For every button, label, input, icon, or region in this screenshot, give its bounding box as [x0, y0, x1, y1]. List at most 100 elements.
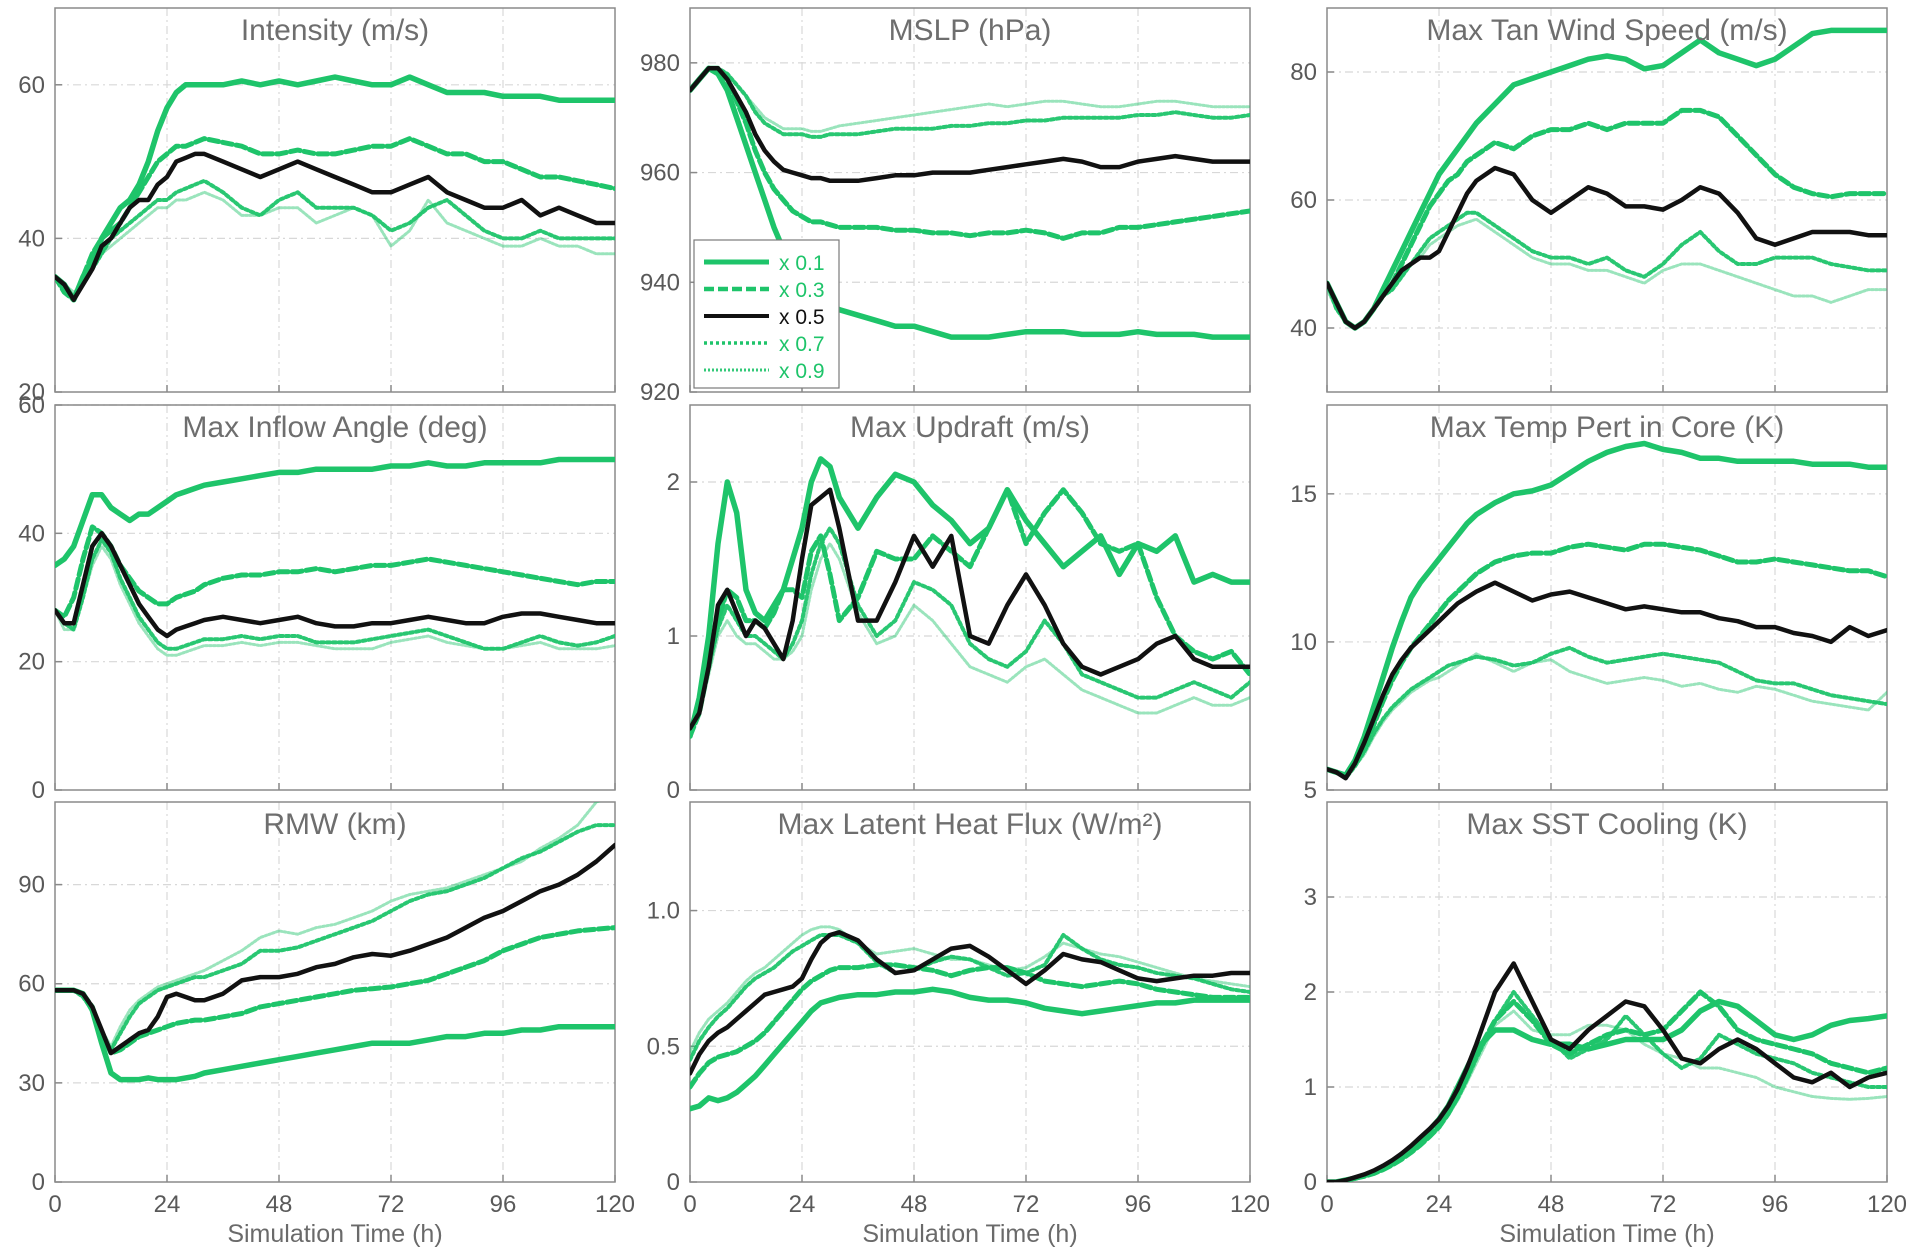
- x-tick-label: 96: [1762, 1191, 1789, 1218]
- series-line-x0-1: [55, 74, 615, 303]
- panel-title: Max Temp Pert in Core (K): [1430, 411, 1785, 444]
- legend-label: x 0.1: [779, 252, 825, 275]
- y-tick-label: 60: [18, 392, 45, 419]
- x-tick-label: 96: [1125, 1191, 1152, 1218]
- plot-frame: [689, 7, 1251, 393]
- series-line-x0-5: [690, 66, 1250, 184]
- series-lines: [690, 456, 1250, 739]
- grid: [690, 405, 1250, 790]
- y-tick-label: 1: [1304, 1074, 1317, 1101]
- y-tick-label: 2: [667, 469, 680, 496]
- y-tick-label: 960: [640, 160, 680, 187]
- series-line-x0-1: [55, 456, 615, 569]
- y-tick-label: 940: [640, 269, 680, 296]
- legend-label: x 0.5: [779, 306, 825, 329]
- series-line-x0-3: [1327, 541, 1887, 778]
- series-lines: [1327, 27, 1887, 331]
- series-line-x0-5: [55, 842, 615, 1056]
- series-line-x0-5: [1327, 165, 1887, 331]
- legend: x 0.1 x 0.3 x 0.5 x 0.7 x 0.9: [693, 239, 840, 389]
- series-line-x0-1: [1327, 27, 1887, 331]
- y-tick-label: 1.0: [647, 898, 680, 925]
- y-tick-label: 10: [1290, 629, 1317, 656]
- series-line-x0-7: [690, 66, 1250, 139]
- series-line-x0-7: [55, 823, 615, 1052]
- x-tick-label: 0: [1320, 1191, 1333, 1218]
- x-tick-label: 0: [683, 1191, 696, 1218]
- series-line-x0-9: [1327, 652, 1887, 780]
- series-line-x0-5: [1327, 580, 1887, 781]
- y-tick-label: 920: [640, 379, 680, 406]
- y-tick-label: 0: [1304, 1169, 1317, 1196]
- x-tick-label: 72: [1013, 1191, 1040, 1218]
- series-line-x0-9: [690, 925, 1250, 1054]
- series-lines: [690, 65, 1250, 340]
- x-tick-label: 24: [1426, 1191, 1453, 1218]
- y-tick-label: 60: [18, 72, 45, 99]
- panel-4: 0 20 40 60 Max Inflow Angle (deg): [18, 392, 616, 804]
- series-line-x0-7: [690, 526, 1250, 731]
- series-lines: [55, 802, 615, 1083]
- grid: [1327, 802, 1887, 1182]
- y-tick-label: 40: [18, 520, 45, 547]
- panel-title: Max Updraft (m/s): [850, 411, 1090, 444]
- series-lines: [1327, 440, 1887, 781]
- panel-8: 0 24 48 72 96 120 0 0.5 1.0 Max Latent Heat Flux …: [647, 801, 1270, 1248]
- panel-9: 0 24 48 72 96 120 0 1 2 3 Max SST Cooling (K) Simul…: [1304, 801, 1907, 1248]
- y-tick-label: 90: [18, 872, 45, 899]
- panel-title: Max Latent Heat Flux (W/m²): [777, 808, 1162, 841]
- series-line-x0-3: [690, 487, 1250, 739]
- series-line-x0-9: [690, 542, 1250, 738]
- y-tick-label: 15: [1290, 481, 1317, 508]
- series-lines: [1327, 961, 1887, 1182]
- series-line-x0-1: [55, 987, 615, 1083]
- x-tick-label: 72: [1650, 1191, 1677, 1218]
- y-tick-label: 2: [1304, 979, 1317, 1006]
- series-line-x0-7: [55, 537, 615, 651]
- series-line-x0-3: [690, 962, 1250, 1090]
- x-tick-label: 120: [595, 1191, 635, 1218]
- y-tick-label: 20: [18, 649, 45, 676]
- panel-1: 20 40 60 Intensity (m/s): [18, 7, 616, 406]
- y-tick-label: 3: [1304, 884, 1317, 911]
- x-tick-label: 48: [266, 1191, 293, 1218]
- y-tick-label: 0: [667, 777, 680, 804]
- x-tick-label: 24: [789, 1191, 816, 1218]
- x-tick-label: 0: [48, 1191, 61, 1218]
- plot-frame: [54, 7, 616, 393]
- x-tick-label: 96: [490, 1191, 517, 1218]
- legend-label: x 0.7: [779, 333, 825, 356]
- x-tick-label: 24: [154, 1191, 181, 1218]
- x-tick-label: 72: [378, 1191, 405, 1218]
- grid: [55, 802, 615, 1182]
- x-axis-label: Simulation Time (h): [862, 1220, 1077, 1248]
- series-line-x0-9: [690, 66, 1250, 133]
- panel-5: 0 1 2 Max Updraft (m/s): [667, 404, 1251, 804]
- legend-label: x 0.9: [779, 360, 825, 383]
- x-axis-label: Simulation Time (h): [1499, 1220, 1714, 1248]
- series-line-x0-1: [690, 456, 1250, 739]
- legend-label: x 0.3: [779, 279, 825, 302]
- y-tick-label: 5: [1304, 777, 1317, 804]
- series-line-x0-5: [1327, 961, 1887, 1182]
- y-tick-label: 60: [1290, 187, 1317, 214]
- series-lines: [55, 456, 615, 657]
- y-tick-label: 0: [667, 1169, 680, 1196]
- x-axis-label: Simulation Time (h): [227, 1220, 442, 1248]
- series-line-x0-7: [1327, 645, 1887, 781]
- panel-title: MSLP (hPa): [889, 14, 1052, 47]
- y-tick-label: 40: [1290, 315, 1317, 342]
- panel-title: Max Tan Wind Speed (m/s): [1426, 14, 1787, 47]
- series-line-x0-5: [690, 930, 1250, 1076]
- y-tick-label: 80: [1290, 59, 1317, 86]
- panel-title: Max SST Cooling (K): [1466, 808, 1747, 841]
- series-line-x0-1: [1327, 440, 1887, 778]
- plot-frame: [689, 404, 1251, 791]
- y-tick-label: 1: [667, 623, 680, 650]
- plot-frame: [54, 404, 616, 791]
- y-tick-label: 30: [18, 1070, 45, 1097]
- panel-6: 5 10 15 Max Temp Pert in Core (K): [1290, 404, 1888, 804]
- series-line-x0-5: [55, 531, 615, 639]
